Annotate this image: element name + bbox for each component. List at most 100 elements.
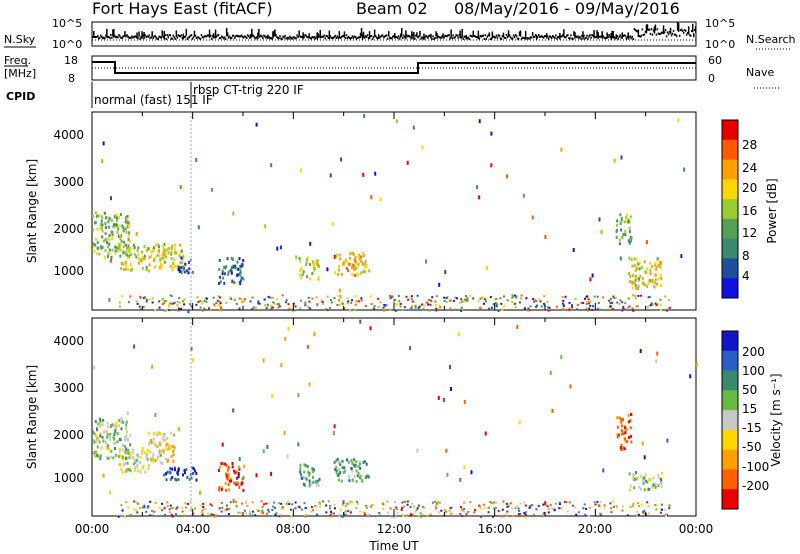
scatter-mark [405,295,408,298]
scatter-mark [348,309,351,312]
noise-mark [395,36,397,39]
noise-mark [96,36,98,38]
scatter-mark [503,305,506,308]
scatter-mark [351,266,353,269]
scatter-mark [119,237,122,240]
cpid-label: CPID [6,90,35,103]
noise-mark [170,37,172,40]
scatter-mark [195,471,198,475]
scatter-mark [437,396,440,400]
scatter-mark [242,475,245,480]
scatter-mark [312,263,315,267]
scatter-mark [158,300,161,303]
noise-mark [584,37,586,40]
scatter-mark [285,502,288,505]
noise-mark [642,34,645,36]
scatter-mark [632,477,635,481]
scatter-mark [395,506,398,509]
noise-mark [611,30,613,38]
scatter-mark [582,301,585,304]
scatter-mark [347,502,350,505]
noise-mark [551,36,553,39]
scatter-mark [218,488,221,492]
scatter-mark [335,471,338,475]
scatter-mark [596,307,599,310]
scatter-mark [628,256,631,260]
noise-mark [205,35,208,38]
scatter-mark [406,503,409,506]
scatter-mark [138,257,140,261]
noise-mark [408,34,410,37]
scatter-mark [492,515,495,518]
scatter-mark [308,307,311,310]
scatter-mark [627,239,630,243]
noise-mark [325,34,327,37]
scatter-mark [150,250,153,254]
scatter-mark [338,472,340,476]
noise-mark [654,24,657,31]
scatter-mark [634,295,637,297]
scatter-mark [660,471,663,475]
scatter-mark [318,503,321,506]
scatter-mark [115,249,118,253]
velocity-scatter [92,319,698,518]
noise-mark [304,34,306,36]
scatter-mark [490,131,493,136]
scatter-mark [171,444,174,448]
scatter-mark [540,305,543,308]
scatter-mark [398,303,401,305]
scatter-mark [514,306,517,308]
scatter-mark [365,504,368,507]
noise-mark [590,36,592,39]
noise-mark [127,35,129,38]
noise-mark [447,34,449,37]
noise-mark [437,35,439,38]
noise-mark [605,37,607,39]
noise-mark [444,34,446,37]
scatter-mark [112,456,115,460]
scatter-mark [101,423,104,427]
scatter-mark [225,508,228,511]
scatter-mark [638,485,641,489]
scatter-mark [637,285,640,288]
scatter-mark [412,125,415,130]
scatter-mark [152,459,155,463]
noise-mark [428,35,430,37]
scatter-mark [417,504,420,507]
scatter-mark [225,504,228,507]
scatter-mark [231,462,234,465]
scatter-mark [624,428,627,432]
velocity-cbar-tick-200: 200 [742,345,765,359]
scatter-mark [226,257,229,261]
scatter-mark [310,510,313,513]
scatter-mark [165,255,168,259]
scatter-mark [352,458,355,462]
noise-mark [229,37,232,40]
scatter-mark [115,425,118,429]
scatter-mark [648,279,651,283]
scatter-mark [225,472,228,476]
scatter-mark [315,296,318,299]
scatter-mark [342,470,345,474]
noise-mark [111,36,113,39]
scatter-mark [587,309,590,312]
scatter-mark [95,434,98,438]
scatter-mark [108,225,110,229]
scatter-mark [415,509,418,511]
scatter-mark [449,307,452,310]
noise-mark [281,37,283,40]
scatter-mark [363,270,366,274]
scatter-mark [333,297,336,299]
scatter-mark [355,507,358,510]
scatter-mark [93,451,96,455]
noise-mark [185,28,188,36]
scatter-mark [159,443,162,447]
scatter-mark [547,309,550,312]
noise-mark [632,38,635,40]
scatter-mark [148,440,151,444]
scatter-mark [308,479,311,483]
scatter-mark [173,258,175,262]
scatter-mark [224,481,227,485]
scatter-mark [484,431,487,436]
scatter-mark [176,506,179,509]
